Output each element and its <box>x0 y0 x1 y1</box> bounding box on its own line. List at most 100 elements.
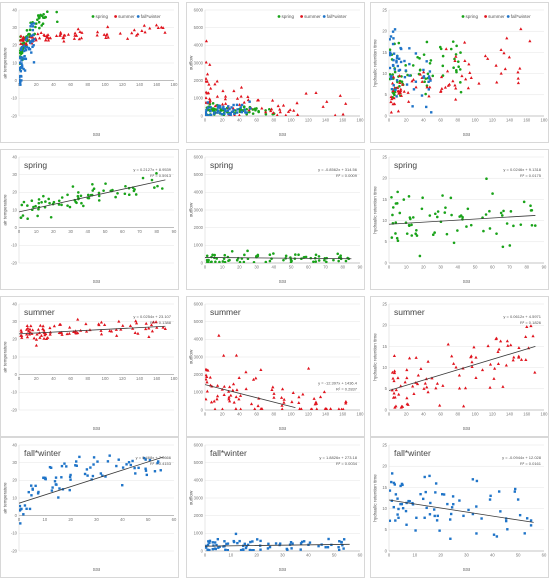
x-axis-title: SSI <box>279 426 286 431</box>
data-point-fall_winter <box>68 475 72 479</box>
y-axis-title: hydraulic retention time <box>373 333 378 381</box>
data-point-fall_winter <box>435 519 439 522</box>
data-point-spring <box>505 222 509 225</box>
data-point-summer <box>337 407 341 410</box>
data-point-summer <box>259 368 263 372</box>
data-point-summer <box>28 327 32 331</box>
data-point-fall_winter <box>121 484 124 487</box>
data-point-fall_winter <box>208 539 212 543</box>
data-point-summer <box>325 407 329 410</box>
y-tick-label: 25 <box>382 7 387 12</box>
data-point-fall_winter <box>57 496 60 499</box>
chart-panel-r2c2: 0 5 10 15 20 25 0 20 40 60 80 100 120 140 160 180 SSI hyd… <box>370 296 549 437</box>
data-point-spring <box>457 65 460 69</box>
data-point-fall_winter <box>19 81 21 85</box>
data-point-summer <box>470 360 474 364</box>
data-point-summer <box>244 387 248 391</box>
data-point-spring <box>406 73 409 77</box>
y-tick-label: 4000 <box>194 337 204 342</box>
data-point-fall_winter <box>243 108 246 111</box>
data-point-spring <box>454 53 458 56</box>
data-point-summer <box>269 107 274 111</box>
y-tick-label: 0 <box>201 548 204 553</box>
data-point-summer <box>524 335 528 338</box>
data-point-summer <box>483 54 488 58</box>
x-tick-label: 60 <box>68 82 73 87</box>
data-point-summer <box>25 332 29 336</box>
data-point-summer <box>399 93 403 97</box>
data-point-spring <box>124 184 127 188</box>
data-point-spring <box>443 211 447 214</box>
data-point-summer <box>163 327 167 330</box>
data-point-spring <box>450 213 453 217</box>
data-point-summer <box>445 69 450 73</box>
data-point-fall_winter <box>19 80 22 83</box>
data-point-summer <box>144 327 148 331</box>
data-point-summer <box>407 100 411 103</box>
y-tick-label: 15 <box>382 50 387 55</box>
y-tick-label: 2000 <box>194 225 204 230</box>
data-point-summer <box>19 42 23 46</box>
data-point-fall_winter <box>31 488 34 491</box>
data-point-summer <box>205 375 209 379</box>
data-point-fall_winter <box>256 538 259 541</box>
x-tick-label: 80 <box>524 265 529 270</box>
data-point-fall_winter <box>30 22 33 26</box>
data-point-spring <box>223 260 227 263</box>
data-point-spring <box>488 209 491 213</box>
data-point-fall_winter <box>32 61 36 64</box>
x-tick-label: 180 <box>171 82 179 87</box>
data-point-summer <box>344 401 348 405</box>
data-point-fall_winter <box>422 68 425 72</box>
data-point-fall_winter <box>69 473 72 477</box>
data-point-summer <box>163 30 167 34</box>
x-tick-label: 70 <box>507 265 512 270</box>
data-point-fall_winter <box>411 105 414 108</box>
data-point-fall_winter <box>20 64 24 67</box>
trend-line <box>19 325 166 335</box>
y-tick-label: 10 <box>12 354 17 359</box>
data-point-fall_winter <box>19 508 22 511</box>
data-point-spring <box>268 107 271 111</box>
data-point-summer <box>256 404 260 408</box>
data-point-fall_winter <box>34 484 37 488</box>
data-point-summer <box>222 384 226 388</box>
data-point-fall_winter <box>423 475 426 479</box>
x-axis-title: SSI <box>93 279 100 284</box>
data-point-fall_winter <box>206 101 210 104</box>
x-tick-label: 60 <box>438 118 443 123</box>
x-axis-title: SSI <box>93 132 100 137</box>
x-tick-label: 120 <box>489 118 497 123</box>
data-point-spring <box>71 185 75 188</box>
x-tick-label: 40 <box>456 265 461 270</box>
data-point-spring <box>491 192 494 195</box>
data-point-summer <box>59 31 63 35</box>
data-point-summer <box>52 324 56 328</box>
data-point-spring <box>75 201 78 205</box>
y-tick-label: 0 <box>15 372 18 377</box>
data-point-summer <box>512 355 516 359</box>
panel-frame <box>370 149 549 290</box>
x-tick-label: 50 <box>146 517 151 522</box>
data-point-fall_winter <box>393 28 397 31</box>
data-point-summer <box>30 35 34 39</box>
data-point-fall_winter <box>243 542 246 546</box>
data-point-fall_winter <box>211 541 214 544</box>
data-point-fall_winter <box>278 542 282 545</box>
data-point-fall_winter <box>467 508 470 512</box>
data-point-spring <box>246 249 249 253</box>
data-point-fall_winter <box>513 490 516 493</box>
data-point-spring <box>484 213 488 216</box>
x-tick-label: 80 <box>340 265 345 270</box>
data-point-spring <box>211 102 215 105</box>
data-point-fall_winter <box>397 57 401 60</box>
data-point-spring <box>404 64 407 67</box>
data-point-summer <box>25 335 30 339</box>
data-point-spring <box>418 57 421 60</box>
data-point-summer <box>147 335 151 338</box>
data-point-spring <box>211 253 214 257</box>
trend-line <box>19 456 164 504</box>
y-tick-label: 1000 <box>194 96 204 101</box>
data-point-fall_winter <box>48 465 52 469</box>
data-point-summer <box>286 110 291 113</box>
